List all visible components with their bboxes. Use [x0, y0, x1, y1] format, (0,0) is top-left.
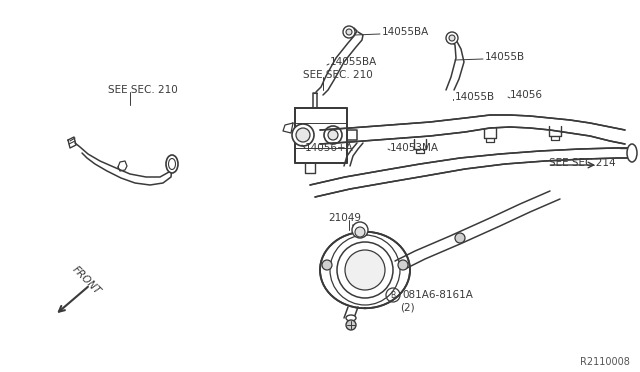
Text: SEE SEC. 210: SEE SEC. 210 — [108, 85, 178, 95]
Bar — [295, 108, 347, 163]
Circle shape — [328, 130, 338, 140]
Text: FRONT: FRONT — [70, 264, 102, 296]
Circle shape — [343, 26, 355, 38]
Text: B: B — [390, 291, 396, 299]
Text: 14053MA: 14053MA — [390, 143, 439, 153]
Text: 21049: 21049 — [328, 213, 361, 223]
Text: SEE SEC.214: SEE SEC.214 — [549, 158, 616, 168]
Ellipse shape — [627, 144, 637, 162]
Polygon shape — [310, 177, 350, 197]
Polygon shape — [590, 123, 610, 141]
Polygon shape — [610, 127, 625, 144]
Polygon shape — [510, 115, 530, 128]
Circle shape — [352, 222, 368, 238]
Polygon shape — [550, 118, 570, 133]
Text: 081A6-8161A: 081A6-8161A — [402, 290, 473, 300]
Circle shape — [292, 124, 314, 146]
Text: 14055BA: 14055BA — [382, 27, 429, 37]
Text: 14056: 14056 — [510, 90, 543, 100]
Polygon shape — [385, 164, 425, 182]
Polygon shape — [580, 148, 618, 159]
Circle shape — [346, 29, 352, 35]
Polygon shape — [430, 118, 465, 136]
Text: R2110008: R2110008 — [580, 357, 630, 367]
Circle shape — [322, 260, 332, 270]
Polygon shape — [540, 149, 585, 161]
Circle shape — [449, 35, 455, 41]
Polygon shape — [345, 170, 390, 189]
Polygon shape — [460, 154, 505, 169]
Circle shape — [345, 250, 385, 290]
Circle shape — [355, 227, 365, 237]
Circle shape — [296, 128, 310, 142]
Polygon shape — [570, 120, 590, 136]
Text: 14056+A: 14056+A — [305, 143, 354, 153]
Text: (2): (2) — [400, 302, 415, 312]
Text: SEE SEC. 210: SEE SEC. 210 — [303, 70, 372, 80]
Polygon shape — [320, 232, 410, 308]
Text: 14055B: 14055B — [485, 52, 525, 62]
Polygon shape — [350, 125, 390, 142]
Circle shape — [398, 260, 408, 270]
Polygon shape — [490, 115, 510, 128]
Polygon shape — [500, 151, 545, 164]
Ellipse shape — [168, 158, 175, 170]
Text: 14055BA: 14055BA — [330, 57, 377, 67]
Circle shape — [324, 126, 342, 144]
Text: 14055B: 14055B — [455, 92, 495, 102]
Ellipse shape — [166, 155, 178, 173]
Circle shape — [455, 233, 465, 243]
Circle shape — [337, 242, 393, 298]
Polygon shape — [390, 122, 430, 139]
Polygon shape — [420, 158, 465, 176]
Circle shape — [346, 320, 356, 330]
Ellipse shape — [346, 315, 356, 321]
Polygon shape — [615, 148, 632, 158]
Circle shape — [446, 32, 458, 44]
Polygon shape — [465, 115, 490, 132]
Polygon shape — [320, 128, 350, 144]
Polygon shape — [530, 116, 550, 130]
